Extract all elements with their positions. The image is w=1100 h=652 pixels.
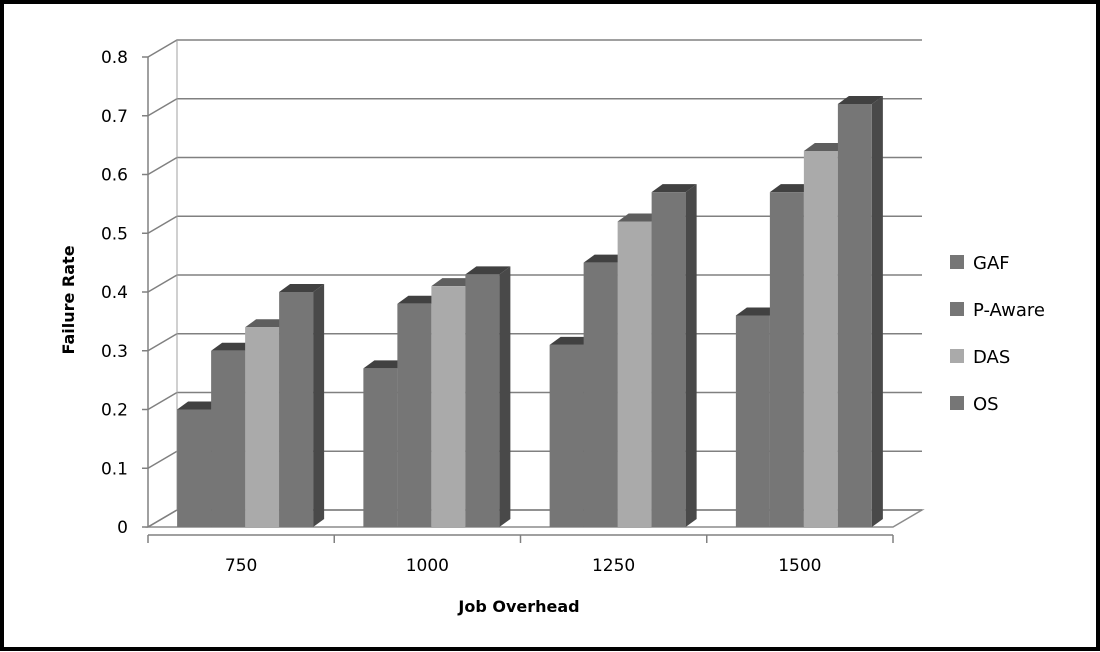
y-tick-label: 0.3 xyxy=(101,342,128,362)
bar-top xyxy=(735,307,781,316)
x-axis-title: Job Overhead xyxy=(457,597,579,616)
bar-top xyxy=(651,184,697,193)
bar-gaf-750 xyxy=(177,401,223,527)
legend-swatch xyxy=(950,255,964,269)
bar-top xyxy=(803,143,849,151)
legend-label: GAF xyxy=(973,253,1010,274)
legend-label: P-Aware xyxy=(973,300,1045,321)
y-tick-label: 0 xyxy=(117,518,128,538)
bars xyxy=(177,96,883,527)
bar-os-1000 xyxy=(465,266,511,527)
legend-swatch xyxy=(950,396,964,410)
y-axis-title: Failure Rate xyxy=(59,245,78,354)
bar-top xyxy=(363,360,409,369)
x-tick-label: 750 xyxy=(225,556,257,576)
bar-front xyxy=(245,327,280,527)
x-tick-label: 1250 xyxy=(592,556,635,576)
bar-os-1250 xyxy=(651,184,697,527)
legend-swatch xyxy=(950,349,964,363)
legend-item-os: OS xyxy=(950,394,999,415)
bar-top xyxy=(837,96,883,104)
y-tick-label: 0.4 xyxy=(101,283,128,303)
bar-chart: 0 0.1 0.2 0.3 0.4 0.5 0.6 0.7 0.8 750 1000 1250 150… xyxy=(59,39,1045,616)
bar-front xyxy=(769,192,804,527)
y-tick-label: 0.1 xyxy=(101,459,128,479)
x-tick-label: 1500 xyxy=(778,556,821,576)
legend-label: OS xyxy=(973,394,999,415)
bar-side xyxy=(499,266,511,527)
bar-top xyxy=(397,295,443,304)
bar-front xyxy=(803,151,838,527)
bar-top xyxy=(549,336,595,345)
bar-front xyxy=(431,286,466,527)
bar-front xyxy=(279,292,314,527)
x-tick-label: 1000 xyxy=(406,556,449,576)
bar-top xyxy=(583,254,629,263)
bar-top xyxy=(769,184,815,193)
bar-front xyxy=(651,192,686,527)
bar-front xyxy=(363,368,398,527)
bar-front xyxy=(177,409,212,527)
y-tick-label: 0.6 xyxy=(101,166,128,186)
y-tick-labels: 0 0.1 0.2 0.3 0.4 0.5 0.6 0.7 0.8 xyxy=(101,48,128,538)
axes xyxy=(142,40,894,543)
bar-front xyxy=(211,350,246,527)
bar-top xyxy=(279,284,325,292)
bar-top xyxy=(465,266,511,275)
bar-top xyxy=(431,278,477,287)
bar-front xyxy=(583,262,618,527)
gridline xyxy=(147,98,922,117)
bar-front xyxy=(837,104,872,527)
gridline xyxy=(147,39,922,58)
bar-front xyxy=(465,274,500,527)
legend-item-gaf: GAF xyxy=(950,253,1010,274)
legend-label: DAS xyxy=(973,347,1010,368)
bar-top xyxy=(245,319,291,328)
bar-side xyxy=(871,96,883,527)
legend: GAF P-Aware DAS OS xyxy=(950,253,1045,415)
y-tick-label: 0.7 xyxy=(101,107,128,127)
bar-front xyxy=(617,221,652,527)
bar-front xyxy=(735,315,770,527)
bar-os-750 xyxy=(279,284,325,527)
x-tick-labels: 750 1000 1250 1500 xyxy=(225,556,822,576)
y-tick-label: 0.2 xyxy=(101,401,128,421)
bar-top xyxy=(617,213,663,222)
bar-front xyxy=(397,303,432,527)
bar-front xyxy=(549,344,584,527)
bar-p-aware-1250 xyxy=(583,254,629,527)
bar-side xyxy=(685,184,697,527)
legend-item-das: DAS xyxy=(950,347,1010,368)
bar-side xyxy=(313,284,325,527)
bar-top xyxy=(211,342,257,351)
bar-os-1500 xyxy=(837,96,883,527)
legend-swatch xyxy=(950,302,964,316)
legend-item-p-aware: P-Aware xyxy=(950,300,1045,321)
y-tick-label: 0.8 xyxy=(101,48,128,68)
y-tick-label: 0.5 xyxy=(101,224,128,244)
bar-top xyxy=(177,401,223,410)
